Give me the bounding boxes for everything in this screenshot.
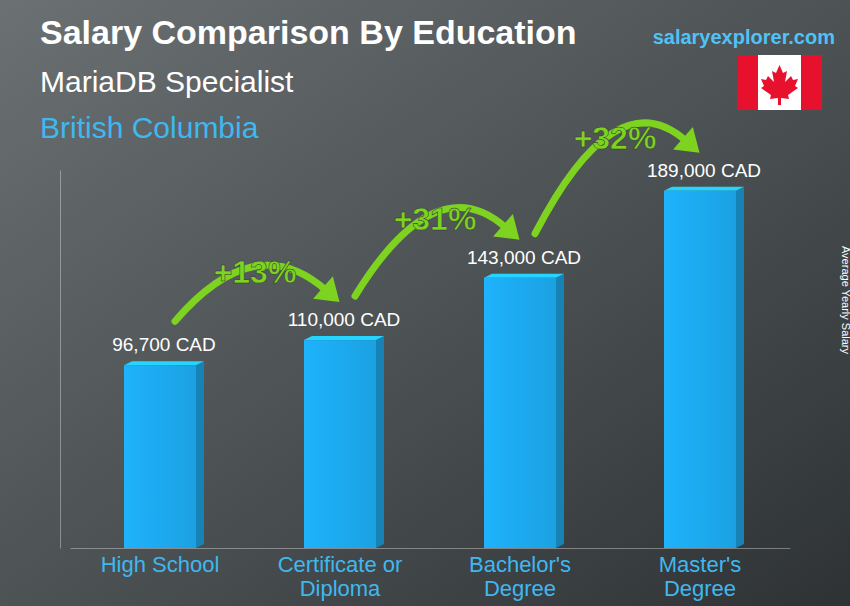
x-axis-line [71, 548, 791, 549]
bars [124, 187, 744, 548]
x-tick: Certificate orDiploma [278, 548, 403, 601]
data-label: 110,000 CAD [288, 309, 401, 330]
y-axis [60, 171, 61, 549]
data-label: 96,700 CAD [112, 334, 216, 355]
flag-band [737, 55, 758, 110]
subtitle: MariaDB Specialist [40, 65, 294, 98]
x-tick-label: Bachelor'sDegree [469, 552, 571, 601]
data-label: 143,000 CAD [467, 247, 581, 268]
bar-top [484, 274, 564, 278]
bar-side [376, 336, 384, 548]
annotation: +32% [574, 120, 657, 156]
x-tick: High School [101, 548, 220, 577]
arrow-head [313, 276, 339, 302]
annotation: +13% [214, 254, 297, 290]
source: salaryexplorer.com [653, 26, 835, 48]
chart: High School Certificate orDiploma Bachelor… [0, 0, 850, 606]
subtitle: British Columbia [40, 111, 259, 144]
x-axis: High School Certificate orDiploma Bachelor… [71, 548, 791, 601]
x-tick-label: High School [101, 552, 220, 577]
bar-side [196, 361, 204, 548]
y-axis-title: Average Yearly Salary [840, 246, 850, 355]
bar [304, 340, 376, 548]
flag-field [737, 55, 822, 110]
data-label: 189,000 CAD [647, 160, 761, 181]
bar [484, 278, 556, 548]
x-tick-label: Master'sDegree [659, 552, 741, 601]
bar-side [736, 187, 744, 548]
bar-top [664, 187, 744, 191]
arrow-head [673, 127, 699, 153]
x-tick-label: Certificate orDiploma [278, 552, 403, 601]
flag [737, 55, 822, 110]
arrow-head [493, 214, 519, 240]
flag-leaf [761, 65, 798, 105]
background [0, 0, 850, 606]
bar [124, 365, 196, 548]
annotation: +31% [394, 201, 477, 237]
bar-side [556, 274, 564, 548]
bar-top [304, 336, 384, 340]
bar [664, 191, 736, 548]
x-tick: Master'sDegree [659, 548, 741, 601]
x-tick: Bachelor'sDegree [469, 548, 571, 601]
y-axis-line [60, 171, 61, 549]
bar-top [124, 361, 204, 365]
flag-band [801, 55, 822, 110]
title: Salary Comparison By Education [40, 13, 577, 51]
